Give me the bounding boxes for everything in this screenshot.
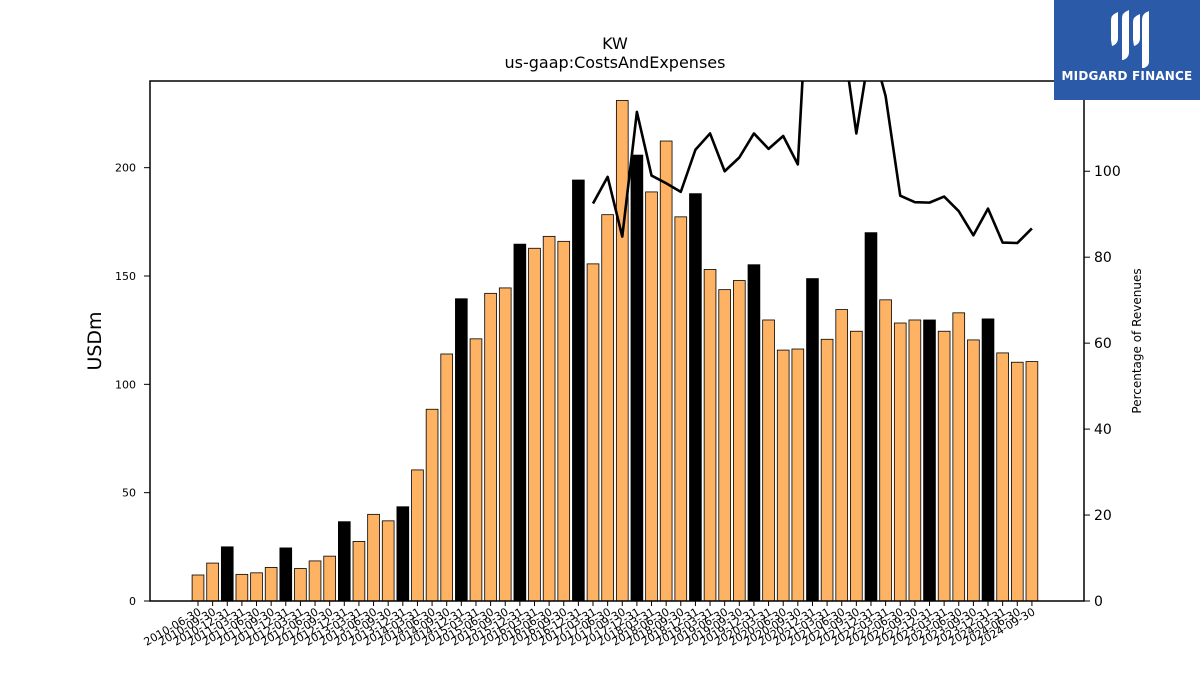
bar <box>586 263 600 602</box>
bar <box>981 318 995 602</box>
bar <box>776 349 790 602</box>
bar <box>952 312 966 602</box>
y2-tick-label: 100 <box>1094 164 1121 180</box>
bar <box>601 214 614 602</box>
bar <box>718 289 731 602</box>
bar <box>747 264 761 602</box>
bar <box>308 560 322 602</box>
y2-axis-label: Percentage of Revenues <box>1130 268 1144 413</box>
bar <box>264 567 278 602</box>
bar <box>864 232 878 602</box>
bar <box>967 339 980 602</box>
bar <box>484 292 497 602</box>
percentage-line <box>591 81 1033 245</box>
y2-tick-label: 80 <box>1094 250 1112 266</box>
bar <box>893 322 907 602</box>
bar <box>498 287 512 602</box>
chart-subtitle: us-gaap:CostsAndExpenses <box>505 53 726 72</box>
bar <box>908 319 922 602</box>
bar <box>337 521 351 602</box>
bar <box>440 353 454 602</box>
bar <box>220 546 234 602</box>
bar <box>528 247 541 602</box>
y-axis-right: 0 20 40 60 80 100 <box>1084 164 1121 610</box>
bar <box>250 572 263 602</box>
bar <box>367 513 380 602</box>
bar <box>996 352 1009 602</box>
y2-tick-label: 40 <box>1094 422 1112 438</box>
bar <box>542 235 556 602</box>
y2-tick-label: 0 <box>1094 594 1103 610</box>
bar <box>572 179 585 602</box>
bar <box>674 216 688 602</box>
bar <box>279 547 293 602</box>
bar <box>630 154 644 602</box>
y-axis-left: 0 50 100 150 200 <box>115 162 150 608</box>
bar <box>806 278 819 602</box>
x-axis: 2010-06-302010-09-302010-12-312011-03-31… <box>142 601 1037 649</box>
y-tick-label: 150 <box>115 270 136 283</box>
bar <box>762 319 775 602</box>
line-series <box>591 81 1033 245</box>
bar <box>937 330 951 602</box>
bar <box>469 338 483 602</box>
y-tick-label: 0 <box>129 595 136 608</box>
y-tick-label: 100 <box>115 378 136 391</box>
bar <box>396 506 410 602</box>
bar <box>455 298 468 602</box>
chart-title: KW <box>602 34 628 53</box>
y-tick-label: 200 <box>115 162 136 175</box>
bar <box>206 562 219 602</box>
bar <box>557 240 571 602</box>
y-axis-label: USDm <box>84 311 106 370</box>
y2-tick-label: 60 <box>1094 336 1112 352</box>
bar <box>323 555 336 602</box>
bar <box>615 100 629 602</box>
bar <box>689 193 702 602</box>
bar <box>191 574 205 602</box>
bar <box>703 269 717 602</box>
midgard-logo-icon <box>1111 10 1149 68</box>
brand-logo: MIDGARD FINANCE <box>1054 0 1200 100</box>
bar <box>850 330 863 602</box>
plot-frame <box>149 80 1085 602</box>
bar <box>659 140 673 602</box>
bar <box>733 280 746 602</box>
bar-series <box>191 100 1039 602</box>
bar <box>352 541 366 602</box>
y2-tick-label: 20 <box>1094 508 1112 524</box>
y-tick-label: 50 <box>122 487 136 500</box>
bar <box>879 299 892 602</box>
bar <box>791 348 805 602</box>
bar <box>425 408 439 602</box>
logo-text: MIDGARD FINANCE <box>1061 69 1193 83</box>
bar <box>835 309 849 602</box>
bar <box>1010 361 1024 602</box>
bar <box>645 191 658 602</box>
bar <box>294 568 307 602</box>
bar <box>1025 361 1039 602</box>
bar <box>381 520 395 602</box>
bar <box>513 243 527 602</box>
bar <box>411 469 424 602</box>
bar <box>923 319 936 602</box>
bar <box>820 338 834 602</box>
bar <box>235 573 249 602</box>
